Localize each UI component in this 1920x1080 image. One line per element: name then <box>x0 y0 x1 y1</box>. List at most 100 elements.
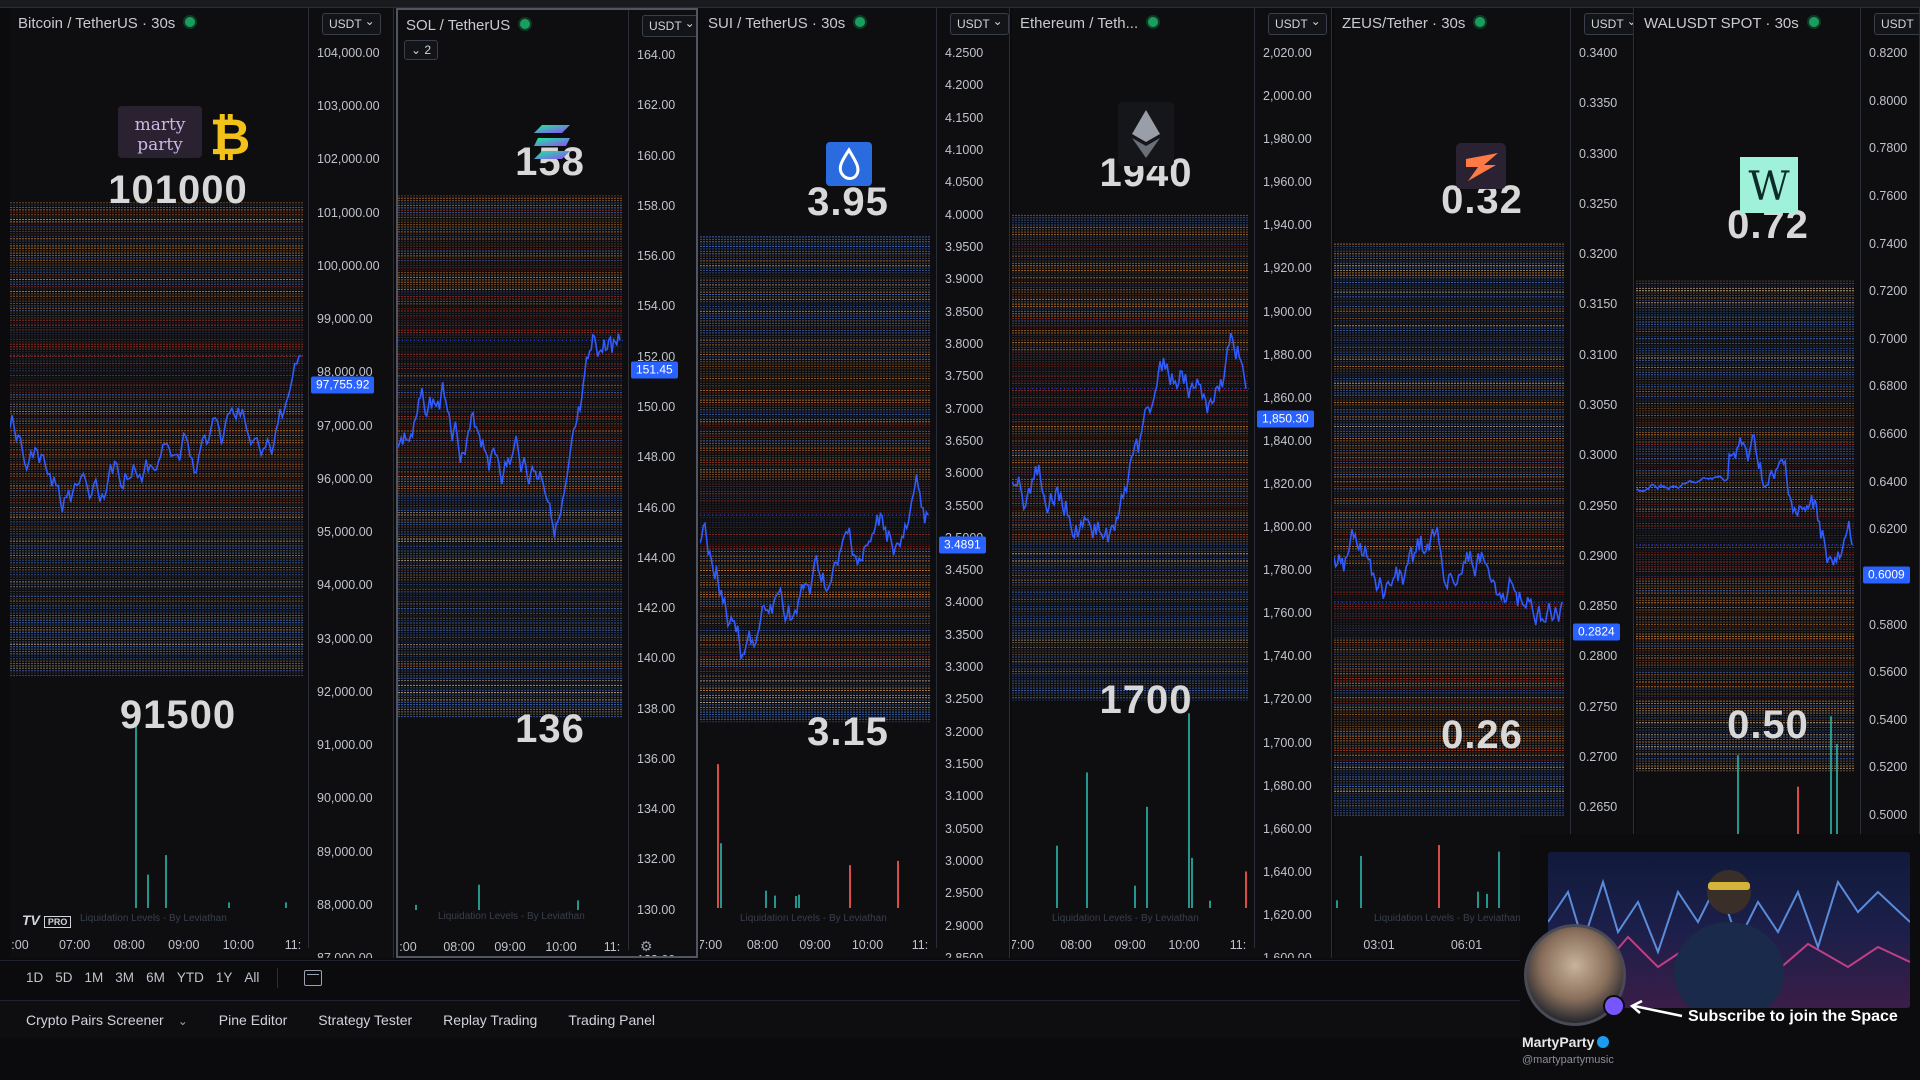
time-tick: 7:00 <box>1012 938 1035 952</box>
currency-select[interactable]: USDT <box>322 11 381 35</box>
chart-panel-wal[interactable]: WALUSDT SPOT · 30sUSDT0.720.50W0.82000.8… <box>1636 8 1920 958</box>
price-line <box>1012 332 1247 543</box>
price-axis[interactable]: 2,020.00 2,000.00 1,980.00 1,960.00 1,940.00… <box>1254 8 1331 958</box>
indicator-count-badge[interactable]: ⌄ 2 <box>404 40 439 60</box>
price-tick: 1,980.00 <box>1263 132 1312 147</box>
range-3m[interactable]: 3M <box>115 970 135 985</box>
volume-bar <box>1360 856 1362 908</box>
liquidation-low-label: 91500 <box>119 693 237 737</box>
liquidation-low-label: 1700 <box>1099 678 1193 722</box>
indicator-watermark: Liquidation Levels - By Leviathan <box>438 911 585 922</box>
chart-panel-zeus[interactable]: ZEUS/Tether · 30sUSDT0.320.260.34000.335… <box>1334 8 1634 958</box>
chart-panel-eth[interactable]: Ethereum / Teth...USDT194017002,020.002,… <box>1012 8 1332 958</box>
tab-replay-trading[interactable]: Replay Trading <box>443 1011 538 1028</box>
range-ytd[interactable]: YTD <box>176 970 204 985</box>
price-tick: 94,000.00 <box>317 578 373 593</box>
volume-bar <box>1498 851 1500 908</box>
price-axis[interactable]: 164.00 162.00 160.00 158.00 156.00 154.00 152.… <box>628 10 696 956</box>
price-tick: 0.6800 <box>1869 379 1908 394</box>
range-1d[interactable]: 1D <box>26 970 44 985</box>
last-price-tag: 151.45 <box>631 361 678 379</box>
price-chart[interactable] <box>1334 8 1566 908</box>
currency-select[interactable]: USDT <box>950 11 1009 35</box>
volume-bar <box>285 902 287 908</box>
volume-bar <box>1830 716 1832 908</box>
volume-bar <box>165 855 167 908</box>
symbol-title[interactable]: Ethereum / Teth... <box>1020 15 1159 32</box>
symbol-title[interactable]: SUI / TetherUS · 30s <box>708 15 866 32</box>
price-tick: 92,000.00 <box>317 684 373 699</box>
currency-select[interactable]: USDT <box>1268 11 1327 35</box>
price-tick: 0.2700 <box>1579 749 1618 764</box>
range-1m[interactable]: 1M <box>84 970 104 985</box>
calendar-icon[interactable] <box>304 969 323 986</box>
sol-coin-logo <box>510 105 590 175</box>
price-tick: 0.2850 <box>1579 599 1618 614</box>
avatar[interactable] <box>1524 924 1626 1026</box>
price-chart[interactable] <box>10 8 305 908</box>
symbol-title-text: Bitcoin / TetherUS · 30s <box>18 15 176 32</box>
volume-bar <box>795 896 797 908</box>
symbol-title[interactable]: SOL / TetherUS <box>406 17 531 34</box>
price-tick: 1,840.00 <box>1263 433 1312 448</box>
symbol-title[interactable]: WALUSDT SPOT · 30s <box>1644 15 1819 32</box>
price-tick: 0.3250 <box>1579 196 1618 211</box>
time-tick: 11: <box>1229 938 1247 952</box>
price-axis[interactable]: 0.3400 0.3350 0.3300 0.3250 0.3200 0.3150 0.31… <box>1570 8 1633 958</box>
subscribe-cta[interactable]: Subscribe to join the Space <box>1688 1008 1898 1025</box>
time-tick: 10:00 <box>851 938 884 952</box>
price-tick: 99,000.00 <box>317 312 373 327</box>
sui-coin-logo <box>808 128 888 198</box>
live-status-icon <box>1475 17 1486 27</box>
tab-strategy-tester[interactable]: Strategy Tester <box>318 1011 413 1028</box>
price-axis[interactable]: 0.8200 0.8000 0.7800 0.7600 0.7400 0.7200 0.70… <box>1860 8 1919 958</box>
tab-trading-panel[interactable]: Trading Panel <box>568 1011 655 1028</box>
streamer-handle: @martypartymusic <box>1522 1054 1614 1066</box>
volume-bar <box>1477 891 1479 908</box>
currency-select[interactable]: USDT <box>1874 11 1919 35</box>
price-chart[interactable] <box>398 10 624 910</box>
zeus-coin-logo <box>1442 133 1522 203</box>
price-chart[interactable] <box>700 8 932 908</box>
last-price-tag: 0.6009 <box>1863 566 1910 584</box>
volume-bar <box>849 865 851 908</box>
volume-bar <box>1737 755 1739 908</box>
streamer-logo-text: party <box>137 135 183 155</box>
price-tick: 0.7000 <box>1869 331 1908 346</box>
tab-pine-editor[interactable]: Pine Editor <box>218 1011 288 1028</box>
price-axis[interactable]: 4.2500 4.2000 4.1500 4.1000 4.0500 4.0000 3.95… <box>936 8 1009 958</box>
price-axis[interactable]: 104,000.00 103,000.00 102,000.00 101,000.00… <box>308 8 393 958</box>
price-chart[interactable] <box>1636 8 1856 908</box>
time-axis[interactable]: 7:00 08:00 09:00 10:00 11: <box>700 938 932 956</box>
symbol-title[interactable]: ZEUS/Tether · 30s <box>1342 15 1486 32</box>
range-5d[interactable]: 5D <box>55 970 73 985</box>
liquidation-low-label: 0.26 <box>1441 713 1523 757</box>
symbol-title[interactable]: Bitcoin / TetherUS · 30s <box>18 15 196 32</box>
gear-icon[interactable]: ⚙ <box>640 938 653 954</box>
tab-crypto-pairs-screener[interactable]: Crypto Pairs Screener ⌄ <box>26 1012 188 1028</box>
price-line <box>1334 526 1563 626</box>
chevron-down-icon[interactable]: ⌄ <box>177 1013 188 1028</box>
range-all[interactable]: All <box>244 970 260 985</box>
time-tick: 09:00 <box>1114 938 1146 952</box>
liquidation-high-label: 158 <box>515 140 585 184</box>
chart-panel-btc[interactable]: Bitcoin / TetherUS · 30s USDT 101000 91500 m… <box>10 8 394 958</box>
time-tick: 07:00 <box>58 938 91 952</box>
currency-select[interactable]: USDT <box>642 13 696 37</box>
tradingview-pro-logo: TV PRO <box>22 912 72 928</box>
range-separator <box>277 967 279 988</box>
price-chart[interactable] <box>1012 8 1250 908</box>
range-6m[interactable]: 6M <box>146 970 165 985</box>
chart-panel-sui[interactable]: SUI / TetherUS · 30sUSDT3.953.154.25004.… <box>700 8 1010 958</box>
range-1y[interactable]: 1Y <box>215 970 233 985</box>
time-axis[interactable]: :00 07:00 08:00 09:00 10:00 11: <box>10 938 305 956</box>
streamer-name-text: MartyParty <box>1522 1034 1595 1050</box>
currency-select[interactable]: USDT <box>1584 11 1633 35</box>
price-tick: 1,640.00 <box>1263 864 1312 879</box>
volume-bar <box>1836 744 1838 908</box>
price-line <box>700 474 929 660</box>
symbol-title-text: ZEUS/Tether · 30s <box>1342 15 1466 32</box>
time-axis[interactable]: :00 08:00 09:00 10:00 11: <box>398 940 624 956</box>
time-axis[interactable]: 7:00 08:00 09:00 10:00 11: <box>1012 938 1250 956</box>
